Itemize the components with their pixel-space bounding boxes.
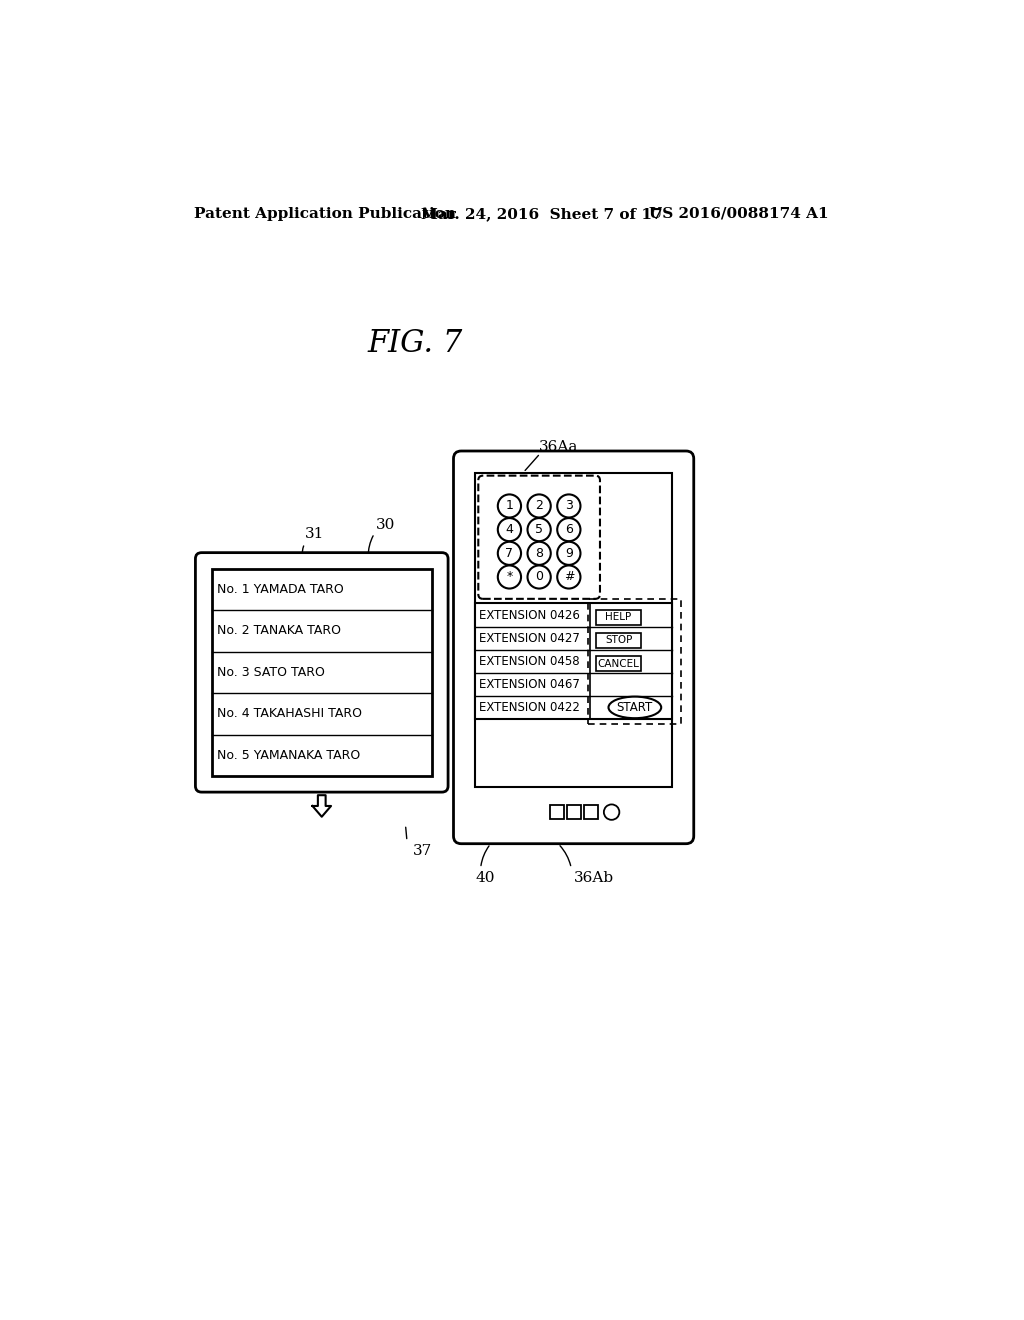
Text: No. 5 YAMANAKA TARO: No. 5 YAMANAKA TARO xyxy=(217,748,360,762)
Bar xyxy=(212,569,432,776)
FancyBboxPatch shape xyxy=(478,475,600,599)
Ellipse shape xyxy=(608,697,662,718)
Text: EXTENSION 0422: EXTENSION 0422 xyxy=(479,701,580,714)
Circle shape xyxy=(557,541,581,565)
FancyBboxPatch shape xyxy=(196,553,449,792)
Circle shape xyxy=(557,495,581,517)
Text: EXTENSION 0467: EXTENSION 0467 xyxy=(479,677,580,690)
Text: 7: 7 xyxy=(506,546,513,560)
Text: EXTENSION 0458: EXTENSION 0458 xyxy=(479,655,580,668)
Text: #: # xyxy=(563,570,574,583)
Text: EXTENSION 0426: EXTENSION 0426 xyxy=(479,609,580,622)
FancyBboxPatch shape xyxy=(454,451,693,843)
Bar xyxy=(585,805,598,818)
Text: 2: 2 xyxy=(536,499,543,512)
Text: 31: 31 xyxy=(305,527,324,541)
Circle shape xyxy=(527,517,551,541)
Text: 6: 6 xyxy=(565,523,572,536)
Text: No. 2 TANAKA TARO: No. 2 TANAKA TARO xyxy=(217,624,341,638)
Circle shape xyxy=(498,495,521,517)
Text: 9: 9 xyxy=(565,546,572,560)
Bar xyxy=(475,603,672,719)
Text: 8: 8 xyxy=(536,546,543,560)
Circle shape xyxy=(527,565,551,589)
Text: 36Aa: 36Aa xyxy=(539,440,579,454)
Circle shape xyxy=(557,517,581,541)
Text: No. 3 SATO TARO: No. 3 SATO TARO xyxy=(217,665,325,678)
Text: FIG. 7: FIG. 7 xyxy=(368,327,463,359)
Text: EXTENSION 0427: EXTENSION 0427 xyxy=(479,631,580,644)
Circle shape xyxy=(527,541,551,565)
Bar xyxy=(475,473,672,788)
Text: CANCEL: CANCEL xyxy=(598,659,640,668)
Bar xyxy=(567,805,582,818)
Bar xyxy=(596,632,641,648)
Text: 0: 0 xyxy=(536,570,543,583)
Polygon shape xyxy=(312,795,331,817)
Text: No. 4 TAKAHASHI TARO: No. 4 TAKAHASHI TARO xyxy=(217,708,362,721)
Text: START: START xyxy=(616,701,653,714)
Text: 40: 40 xyxy=(475,871,495,886)
Bar xyxy=(596,656,641,671)
Text: No. 1 YAMADA TARO: No. 1 YAMADA TARO xyxy=(217,583,344,597)
Text: 5: 5 xyxy=(536,523,543,536)
Text: US 2016/0088174 A1: US 2016/0088174 A1 xyxy=(649,207,828,220)
Text: 37: 37 xyxy=(414,845,432,858)
Bar xyxy=(596,610,641,626)
Circle shape xyxy=(498,541,521,565)
Circle shape xyxy=(498,517,521,541)
Circle shape xyxy=(557,565,581,589)
Text: 4: 4 xyxy=(506,523,513,536)
Text: Mar. 24, 2016  Sheet 7 of 17: Mar. 24, 2016 Sheet 7 of 17 xyxy=(421,207,663,220)
Text: 30: 30 xyxy=(376,517,395,532)
Bar xyxy=(550,805,564,818)
Text: 36Ab: 36Ab xyxy=(573,871,613,886)
Text: 1: 1 xyxy=(506,499,513,512)
Circle shape xyxy=(498,565,521,589)
Text: Patent Application Publication: Patent Application Publication xyxy=(194,207,456,220)
Circle shape xyxy=(527,495,551,517)
Text: 3: 3 xyxy=(565,499,572,512)
Text: *: * xyxy=(506,570,513,583)
Circle shape xyxy=(604,804,620,820)
Text: STOP: STOP xyxy=(605,635,632,645)
Text: HELP: HELP xyxy=(605,612,632,622)
